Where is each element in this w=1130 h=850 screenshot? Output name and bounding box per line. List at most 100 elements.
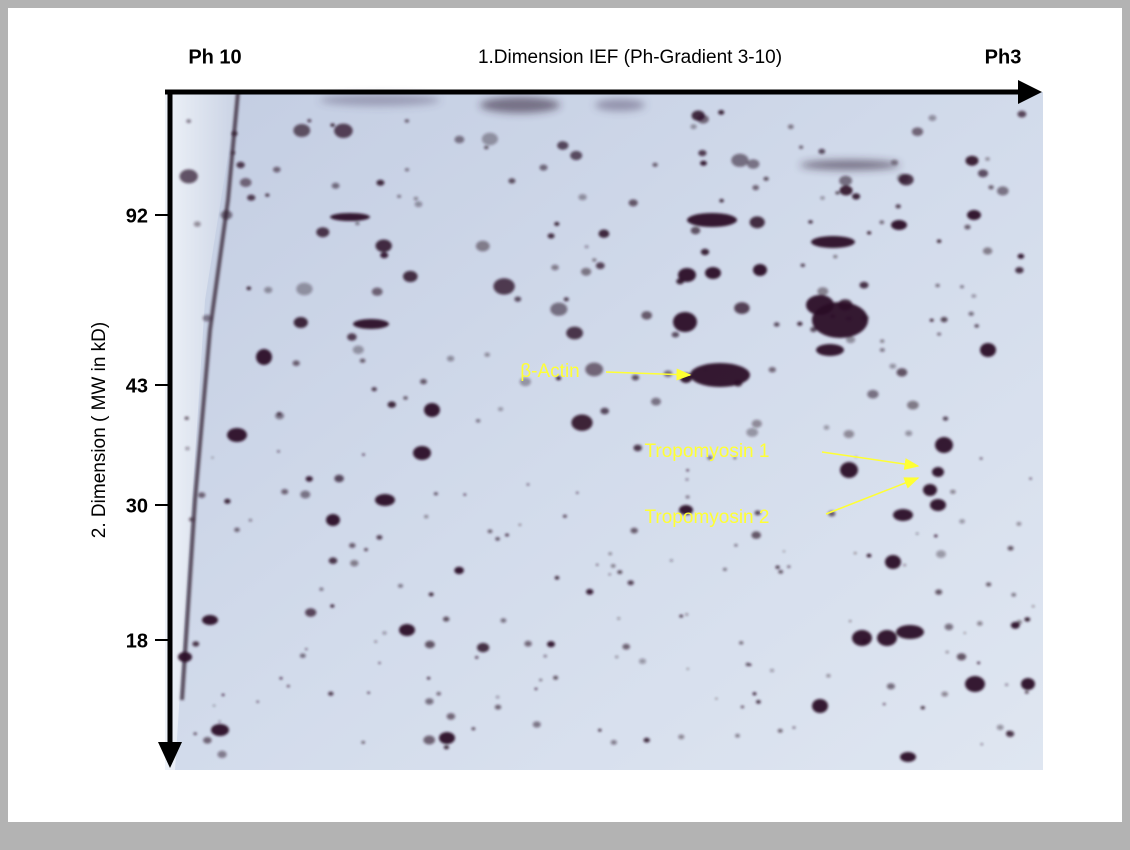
spot: [495, 705, 501, 710]
spot: [812, 699, 828, 713]
spot: [877, 630, 897, 646]
spot: [783, 551, 785, 553]
spot: [557, 141, 568, 150]
spot: [585, 363, 603, 377]
spot: [763, 177, 768, 181]
spot: [372, 288, 383, 296]
spot: [485, 353, 490, 357]
spot: [880, 348, 885, 352]
spot: [900, 752, 916, 762]
spot: [279, 677, 282, 679]
spot: [376, 535, 382, 540]
spot: [355, 222, 359, 225]
spot: [330, 213, 370, 221]
spot: [566, 327, 583, 340]
spot: [936, 284, 940, 287]
spot: [975, 324, 979, 327]
spot: [476, 241, 490, 252]
spot: [231, 131, 237, 136]
spot: [799, 146, 803, 149]
spot: [746, 428, 758, 437]
spot: [734, 302, 749, 314]
spot: [945, 624, 954, 631]
spot: [930, 499, 946, 511]
spot: [701, 249, 709, 255]
spot: [753, 692, 757, 695]
spot: [983, 247, 992, 254]
spot: [221, 210, 233, 219]
spot: [879, 220, 884, 224]
spot: [652, 163, 657, 167]
spot: [1024, 617, 1030, 621]
spot: [937, 240, 941, 243]
spot: [959, 519, 965, 523]
spot: [247, 195, 255, 201]
y-tick-label: 43: [126, 375, 148, 397]
spot: [715, 698, 717, 700]
spot: [840, 462, 858, 478]
spot: [705, 267, 721, 279]
spot: [969, 312, 974, 316]
spot: [739, 641, 743, 644]
spot: [439, 732, 455, 744]
spot: [264, 287, 272, 293]
annotation: Tropomyosin 2: [645, 507, 770, 528]
spot: [867, 554, 872, 558]
spot: [444, 745, 449, 749]
spot: [533, 721, 541, 727]
spot: [867, 390, 878, 399]
spot: [611, 740, 617, 745]
spot: [673, 312, 697, 332]
spot: [833, 255, 837, 258]
spot: [382, 631, 386, 634]
spot: [447, 713, 456, 720]
spot: [826, 674, 830, 677]
spot: [508, 178, 515, 183]
spot: [488, 530, 493, 534]
spot: [941, 317, 948, 322]
spot: [424, 403, 440, 417]
spot: [849, 620, 852, 622]
spot: [1018, 254, 1025, 259]
spot: [852, 630, 872, 646]
spot: [690, 363, 750, 387]
spot: [434, 492, 438, 495]
spot: [436, 692, 441, 696]
spot: [731, 154, 748, 167]
spot: [185, 447, 189, 450]
spot: [413, 446, 431, 460]
spot: [463, 494, 466, 496]
spot: [651, 398, 661, 406]
spot: [329, 557, 338, 564]
spot: [679, 615, 683, 618]
spot: [374, 641, 377, 643]
spot: [198, 492, 205, 498]
spot: [307, 119, 311, 122]
spot: [350, 560, 358, 566]
spot: [912, 127, 923, 136]
spot: [414, 197, 418, 200]
spot: [585, 245, 589, 248]
spot: [316, 227, 329, 237]
spot: [544, 655, 547, 658]
spot: [670, 559, 673, 561]
spot: [599, 230, 610, 238]
spot: [981, 743, 983, 745]
spot: [641, 311, 652, 319]
spot: [443, 617, 449, 622]
spot: [273, 167, 281, 173]
spot: [347, 333, 357, 340]
spot: [617, 617, 620, 619]
spot: [1008, 546, 1014, 551]
spot: [484, 146, 489, 149]
ph-right: Ph3: [985, 46, 1022, 68]
spot: [896, 625, 924, 639]
spot: [203, 737, 212, 744]
spot: [816, 344, 844, 356]
spot: [698, 150, 706, 156]
spot: [905, 431, 912, 436]
spot: [194, 221, 201, 226]
spot: [776, 566, 780, 569]
spot: [378, 662, 380, 664]
spot: [185, 417, 189, 420]
